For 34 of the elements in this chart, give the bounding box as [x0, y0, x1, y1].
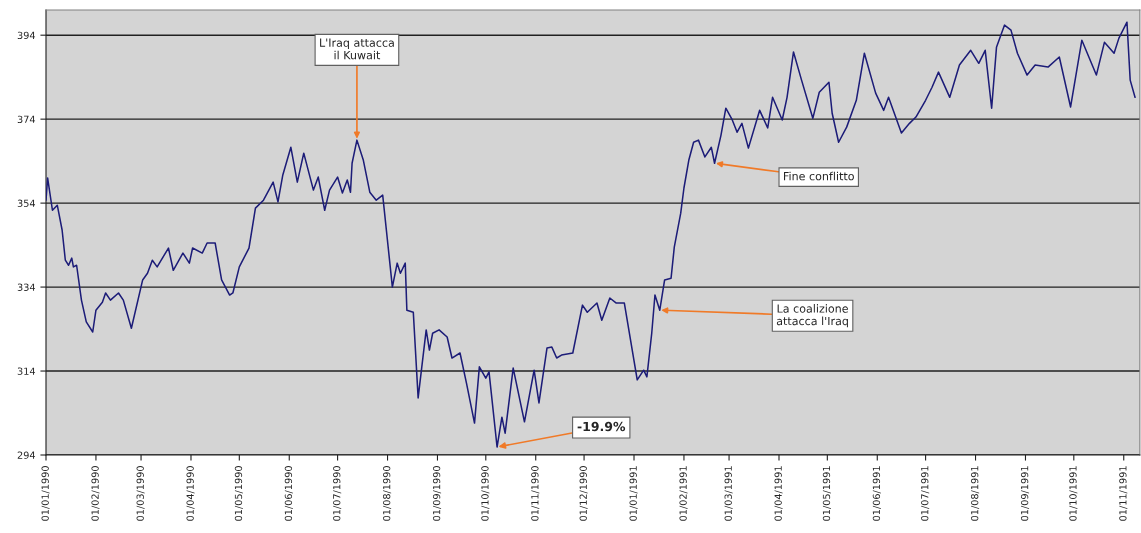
line-series — [46, 21, 1136, 448]
x-tick-label: 01/08/1990 — [383, 466, 392, 521]
y-tick-label: 294 — [17, 451, 36, 459]
x-tick-label: 01/07/1990 — [333, 466, 342, 521]
x-tick-label: 01/12/1990 — [579, 466, 588, 521]
x-tick-label: 01/03/1990 — [136, 466, 145, 521]
x-tick-label: 01/05/1991 — [822, 466, 831, 521]
annotation: La coalizione attacca l'Iraq — [776, 304, 848, 328]
annotation: L'Iraq attacca il Kuwait — [320, 38, 394, 60]
x-tick-label: 01/08/1991 — [971, 466, 980, 521]
annotation: Fine conflitto — [784, 171, 854, 181]
y-tick-label: 394 — [17, 31, 36, 40]
x-tick-label: 01/10/1990 — [481, 466, 490, 521]
x-tick-label: 01/01/1990 — [41, 466, 50, 521]
y-tick-label: 374 — [17, 115, 36, 123]
x-tick-label: 01/06/1990 — [284, 466, 293, 521]
x-tick-label: 01/11/1991 — [1119, 466, 1128, 521]
x-tick-label: 01/05/1990 — [234, 466, 243, 521]
x-tick-label: 01/02/1991 — [679, 466, 688, 521]
annotation: -19.9% — [577, 421, 626, 432]
y-tick-label: 314 — [17, 367, 36, 375]
y-tick-label: 354 — [17, 199, 36, 207]
x-tick-label: 01/03/1991 — [724, 466, 733, 521]
x-tick-label: 01/11/1990 — [531, 466, 540, 521]
x-tick-label: 01/04/1991 — [774, 466, 783, 521]
x-tick-label: 01/09/1991 — [1020, 466, 1030, 521]
x-tick-label: 01/09/1990 — [432, 466, 442, 521]
x-tick-label: 01/06/1991 — [872, 466, 881, 521]
y-tick-label: 334 — [17, 283, 36, 291]
x-tick-label: 01/10/1991 — [1069, 466, 1078, 521]
x-tick-label: 01/01/1991 — [629, 466, 638, 521]
x-tick-label: 01/02/1990 — [91, 466, 100, 521]
x-tick-label: 01/07/1991 — [921, 466, 930, 521]
x-tick-label: 01/04/1990 — [186, 466, 195, 521]
